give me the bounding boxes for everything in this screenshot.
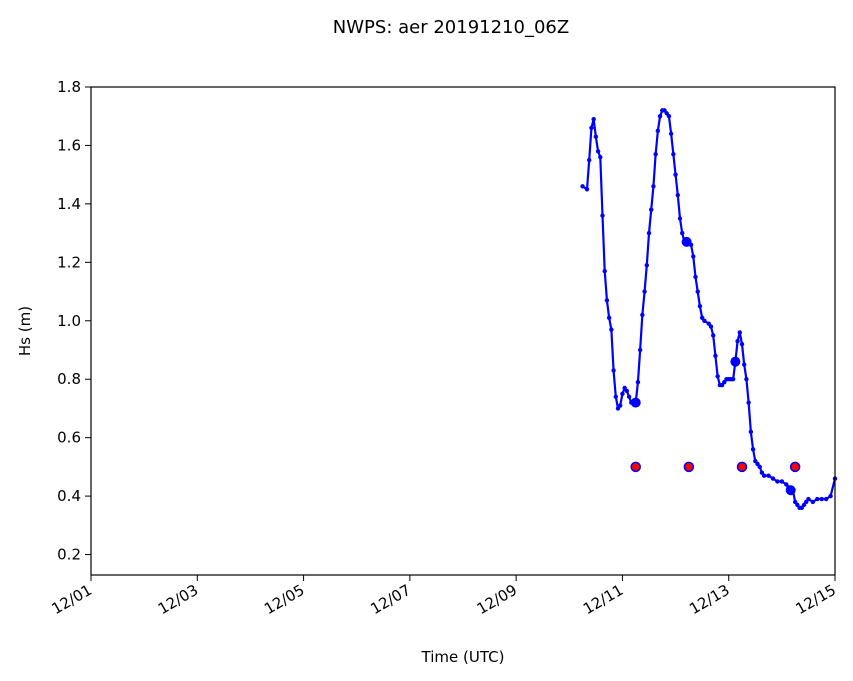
series-point (589, 125, 594, 131)
y-tick-label: 0.8 (57, 370, 81, 388)
series-point (609, 327, 614, 332)
y-tick-label: 1.2 (57, 253, 81, 271)
red-marker (789, 461, 801, 473)
series-point (761, 473, 767, 478)
series-point (746, 400, 751, 405)
series-point (680, 230, 685, 236)
series-point (613, 394, 618, 399)
series-line (581, 109, 837, 509)
series-point (739, 341, 745, 347)
series-point (806, 496, 811, 502)
series-point (691, 254, 696, 259)
series-point (655, 128, 661, 134)
large-marker (630, 397, 641, 408)
series-point (766, 473, 771, 478)
series-point (591, 116, 596, 122)
series-point (604, 298, 610, 303)
series-point (606, 315, 612, 321)
y-axis-label: Hs (m) (16, 306, 34, 356)
series-point (673, 172, 678, 177)
series-point (675, 192, 680, 198)
series-point (593, 134, 599, 139)
x-axis-label: Time (UTC) (421, 648, 505, 666)
series-point (598, 154, 603, 160)
series-point (635, 379, 641, 385)
series-point (744, 377, 749, 382)
series-point (711, 333, 716, 338)
series-point (657, 114, 663, 119)
large-marker (730, 356, 741, 367)
series-point (737, 330, 742, 335)
series-point (715, 374, 720, 379)
series-point (828, 493, 833, 499)
series-point (580, 184, 585, 189)
series-point (695, 289, 700, 294)
red-marker (630, 461, 641, 473)
series-point (735, 339, 740, 344)
series-point (677, 216, 683, 221)
series-point (730, 377, 736, 382)
series-point (626, 394, 632, 399)
series-point (644, 263, 649, 268)
series-point (750, 447, 756, 452)
series-point (693, 274, 698, 280)
series-point (637, 347, 643, 353)
y-tick-label: 0.2 (57, 546, 81, 564)
series-point (697, 303, 703, 309)
large-marker (681, 236, 692, 247)
series-point (584, 187, 590, 192)
series-point (708, 324, 714, 329)
y-tick-label: 1.6 (57, 136, 81, 154)
y-tick-label: 0.4 (57, 487, 81, 505)
y-tick-label: 1.8 (57, 78, 81, 96)
y-axis-ticks: 0.2 0.4 0.6 0.8 1.0 1.2 1.4 1.6 1.8 (57, 78, 91, 564)
series-point (640, 312, 645, 318)
red-marker (683, 461, 695, 473)
series-point (649, 207, 654, 212)
series-point (702, 318, 707, 323)
series-point (651, 184, 656, 189)
series-point (611, 368, 616, 373)
series-layer (580, 108, 838, 510)
series-point (775, 479, 780, 484)
series-point (770, 476, 776, 481)
series-point (595, 149, 601, 154)
y-tick-label: 1.0 (57, 312, 81, 330)
series-point (646, 230, 652, 236)
series-point (653, 152, 658, 157)
series-point (819, 496, 824, 502)
series-point (600, 213, 605, 218)
series-point (620, 391, 625, 397)
series-point (779, 479, 785, 484)
plot-frame (90, 86, 836, 576)
series-point (823, 496, 829, 502)
series-point (668, 131, 674, 136)
series-point (666, 114, 672, 119)
chart-title: NWPS: aer 20191210_06Z (333, 17, 569, 38)
large-marker (785, 485, 796, 496)
series-point (742, 362, 747, 367)
y-tick-label: 1.4 (57, 195, 81, 213)
series-point (602, 268, 607, 274)
series-point (587, 157, 592, 163)
series-point (815, 496, 820, 502)
red-marker (736, 461, 748, 473)
series-point (618, 403, 623, 408)
marker-layer (630, 236, 801, 496)
series-point (642, 289, 647, 294)
y-tick-label: 0.6 (57, 429, 81, 447)
series-point (671, 152, 676, 157)
series-point (810, 499, 816, 505)
series-point (624, 388, 630, 394)
series-point (713, 353, 718, 359)
series-point (748, 429, 754, 435)
series-point (757, 464, 762, 470)
